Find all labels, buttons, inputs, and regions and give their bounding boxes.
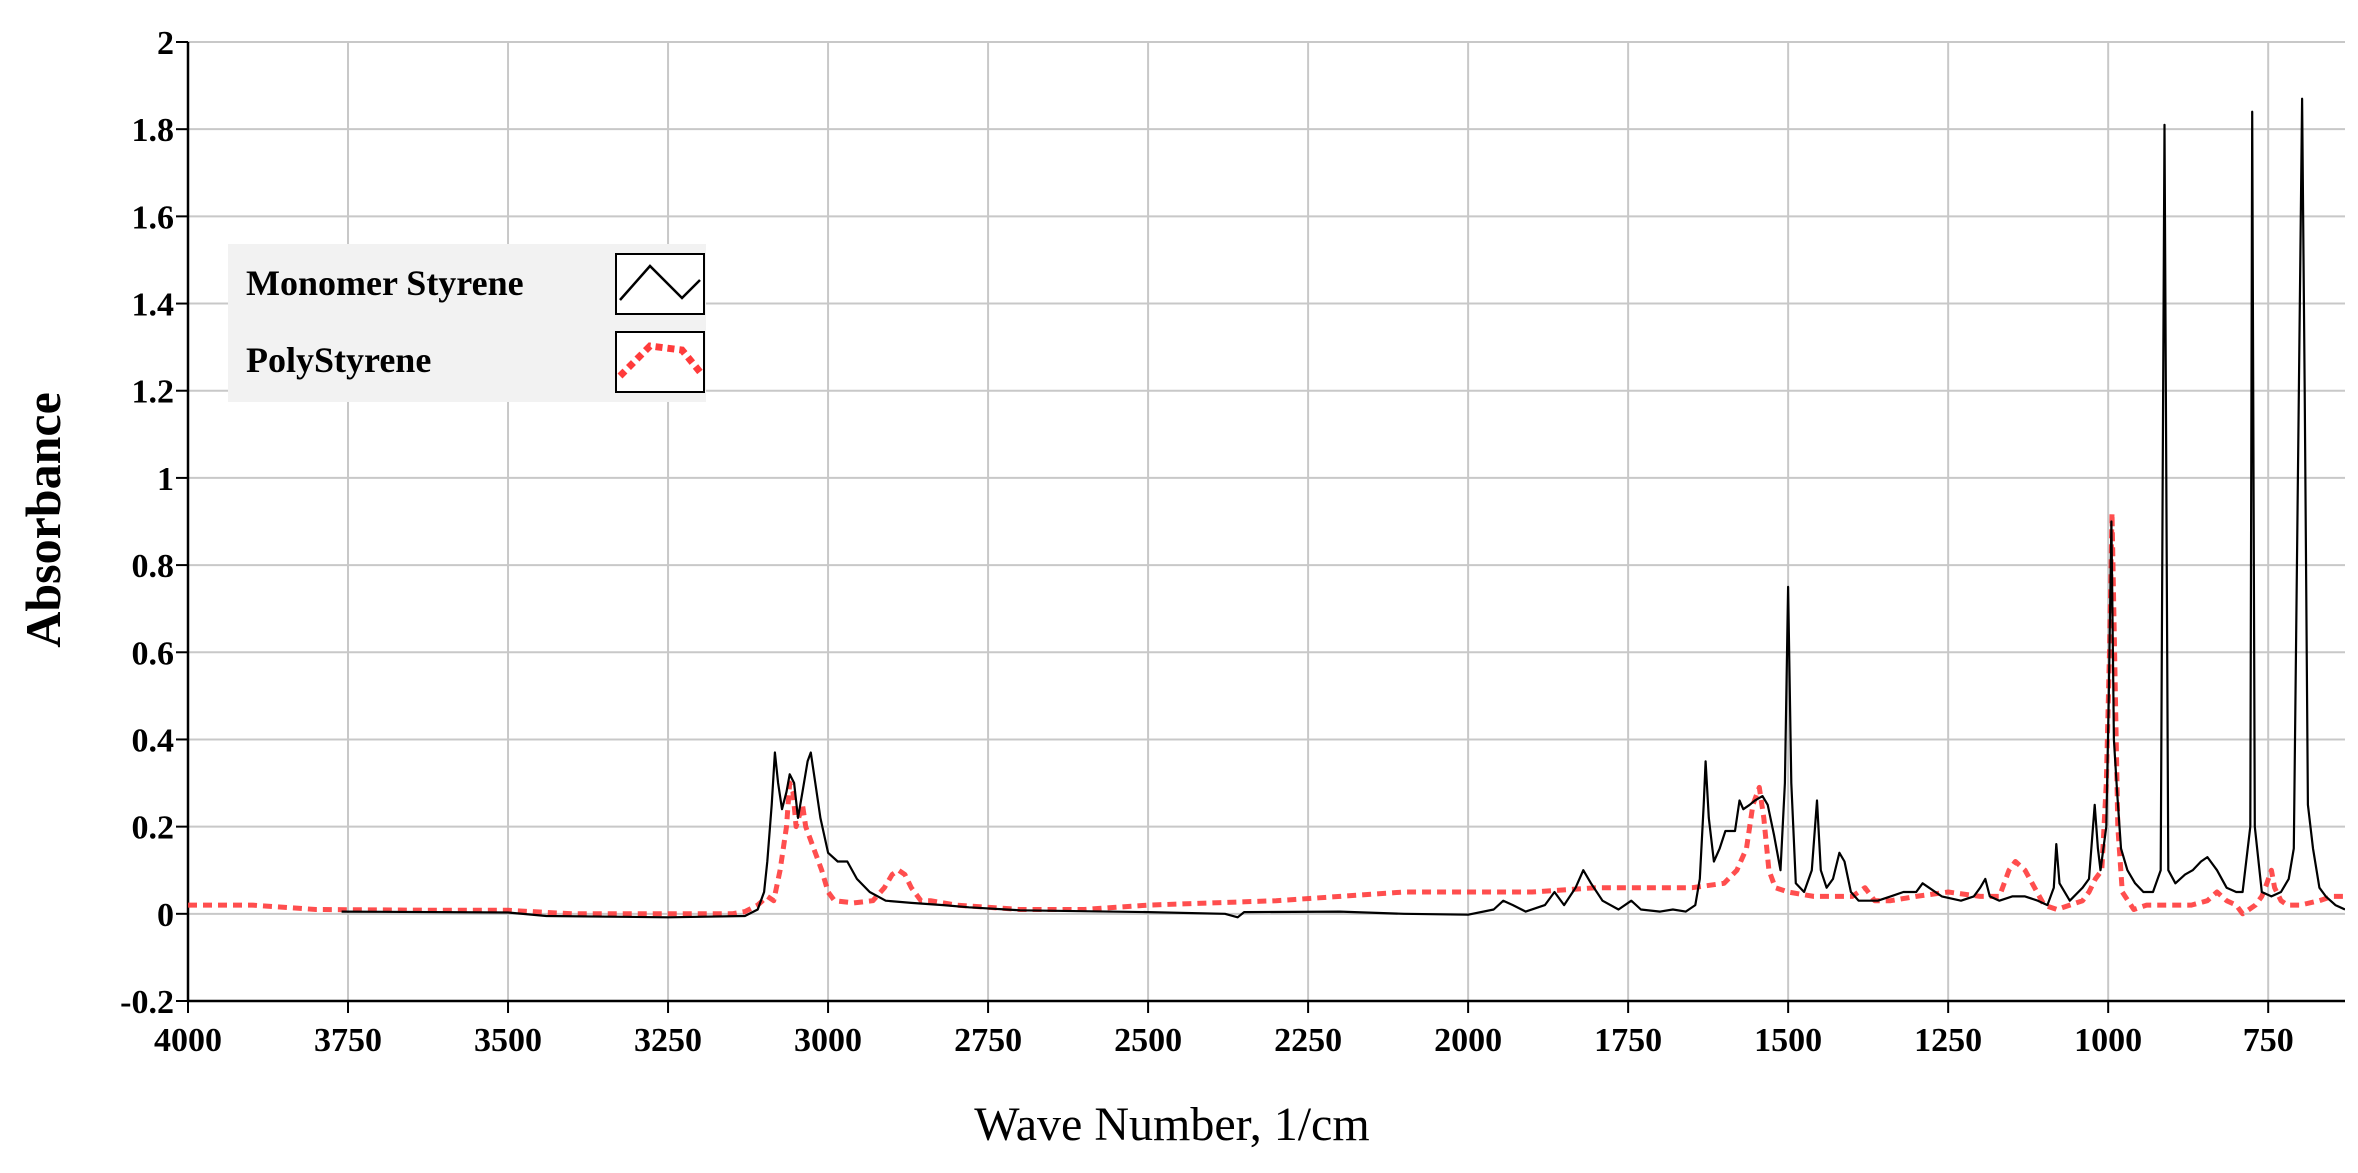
x-axis-title: Wave Number, 1/cm <box>974 1098 1369 1151</box>
y-tick-label: -0.2 <box>120 984 174 1021</box>
legend-label-monomer-styrene: Monomer Styrene <box>246 263 524 303</box>
grid <box>188 41 2345 1001</box>
x-tick-label: 4000 <box>154 1022 222 1059</box>
y-tick-label: 0.8 <box>132 548 175 585</box>
x-tick-label: 2250 <box>1274 1022 1342 1059</box>
x-tick-label: 2500 <box>1114 1022 1182 1059</box>
x-tick-label: 2000 <box>1434 1022 1502 1059</box>
y-tick-label: 1 <box>157 461 174 498</box>
x-tick-label: 3750 <box>314 1022 382 1059</box>
legend-line-polystyrene <box>617 342 703 379</box>
x-tick-label: 750 <box>2243 1022 2294 1059</box>
y-tick-label: 1.4 <box>132 287 175 324</box>
series-lines <box>188 97 2345 919</box>
y-axis-title: Absorbance <box>15 392 71 648</box>
y-tick-label: 2 <box>157 25 174 62</box>
x-tick-label: 1500 <box>1754 1022 1822 1059</box>
series-line-monomer-styrene <box>341 97 2345 919</box>
x-tick-label: 1000 <box>2074 1022 2142 1059</box>
legend-line-monomer-styrene <box>619 264 701 301</box>
x-tick-label: 3250 <box>634 1022 702 1059</box>
x-tick-label: 3500 <box>474 1022 542 1059</box>
legend: Monomer Styrene PolyStyrene <box>228 244 706 402</box>
tick-labels: 4000 3750 3500 3250 3000 2750 2500 2250 2000 1750… <box>120 25 2294 1059</box>
y-tick-label: 1.2 <box>132 374 175 411</box>
x-tick-label: 2750 <box>954 1022 1022 1059</box>
y-tick-label: 0.6 <box>132 635 175 672</box>
y-tick-label: 0.4 <box>132 722 175 759</box>
x-tick-label: 1750 <box>1594 1022 1662 1059</box>
y-tick-label: 0 <box>157 897 174 934</box>
y-tick-label: 1.8 <box>132 112 175 149</box>
series-line-polystyrene <box>188 510 2345 917</box>
legend-label-polystyrene: PolyStyrene <box>246 340 431 380</box>
x-tick-label: 3000 <box>794 1022 862 1059</box>
axes <box>176 41 2345 1013</box>
legend-swatch-monomer-styrene <box>615 253 705 315</box>
y-tick-label: 0.2 <box>132 810 175 847</box>
y-tick-label: 1.6 <box>132 199 175 236</box>
x-tick-label: 1250 <box>1914 1022 1982 1059</box>
